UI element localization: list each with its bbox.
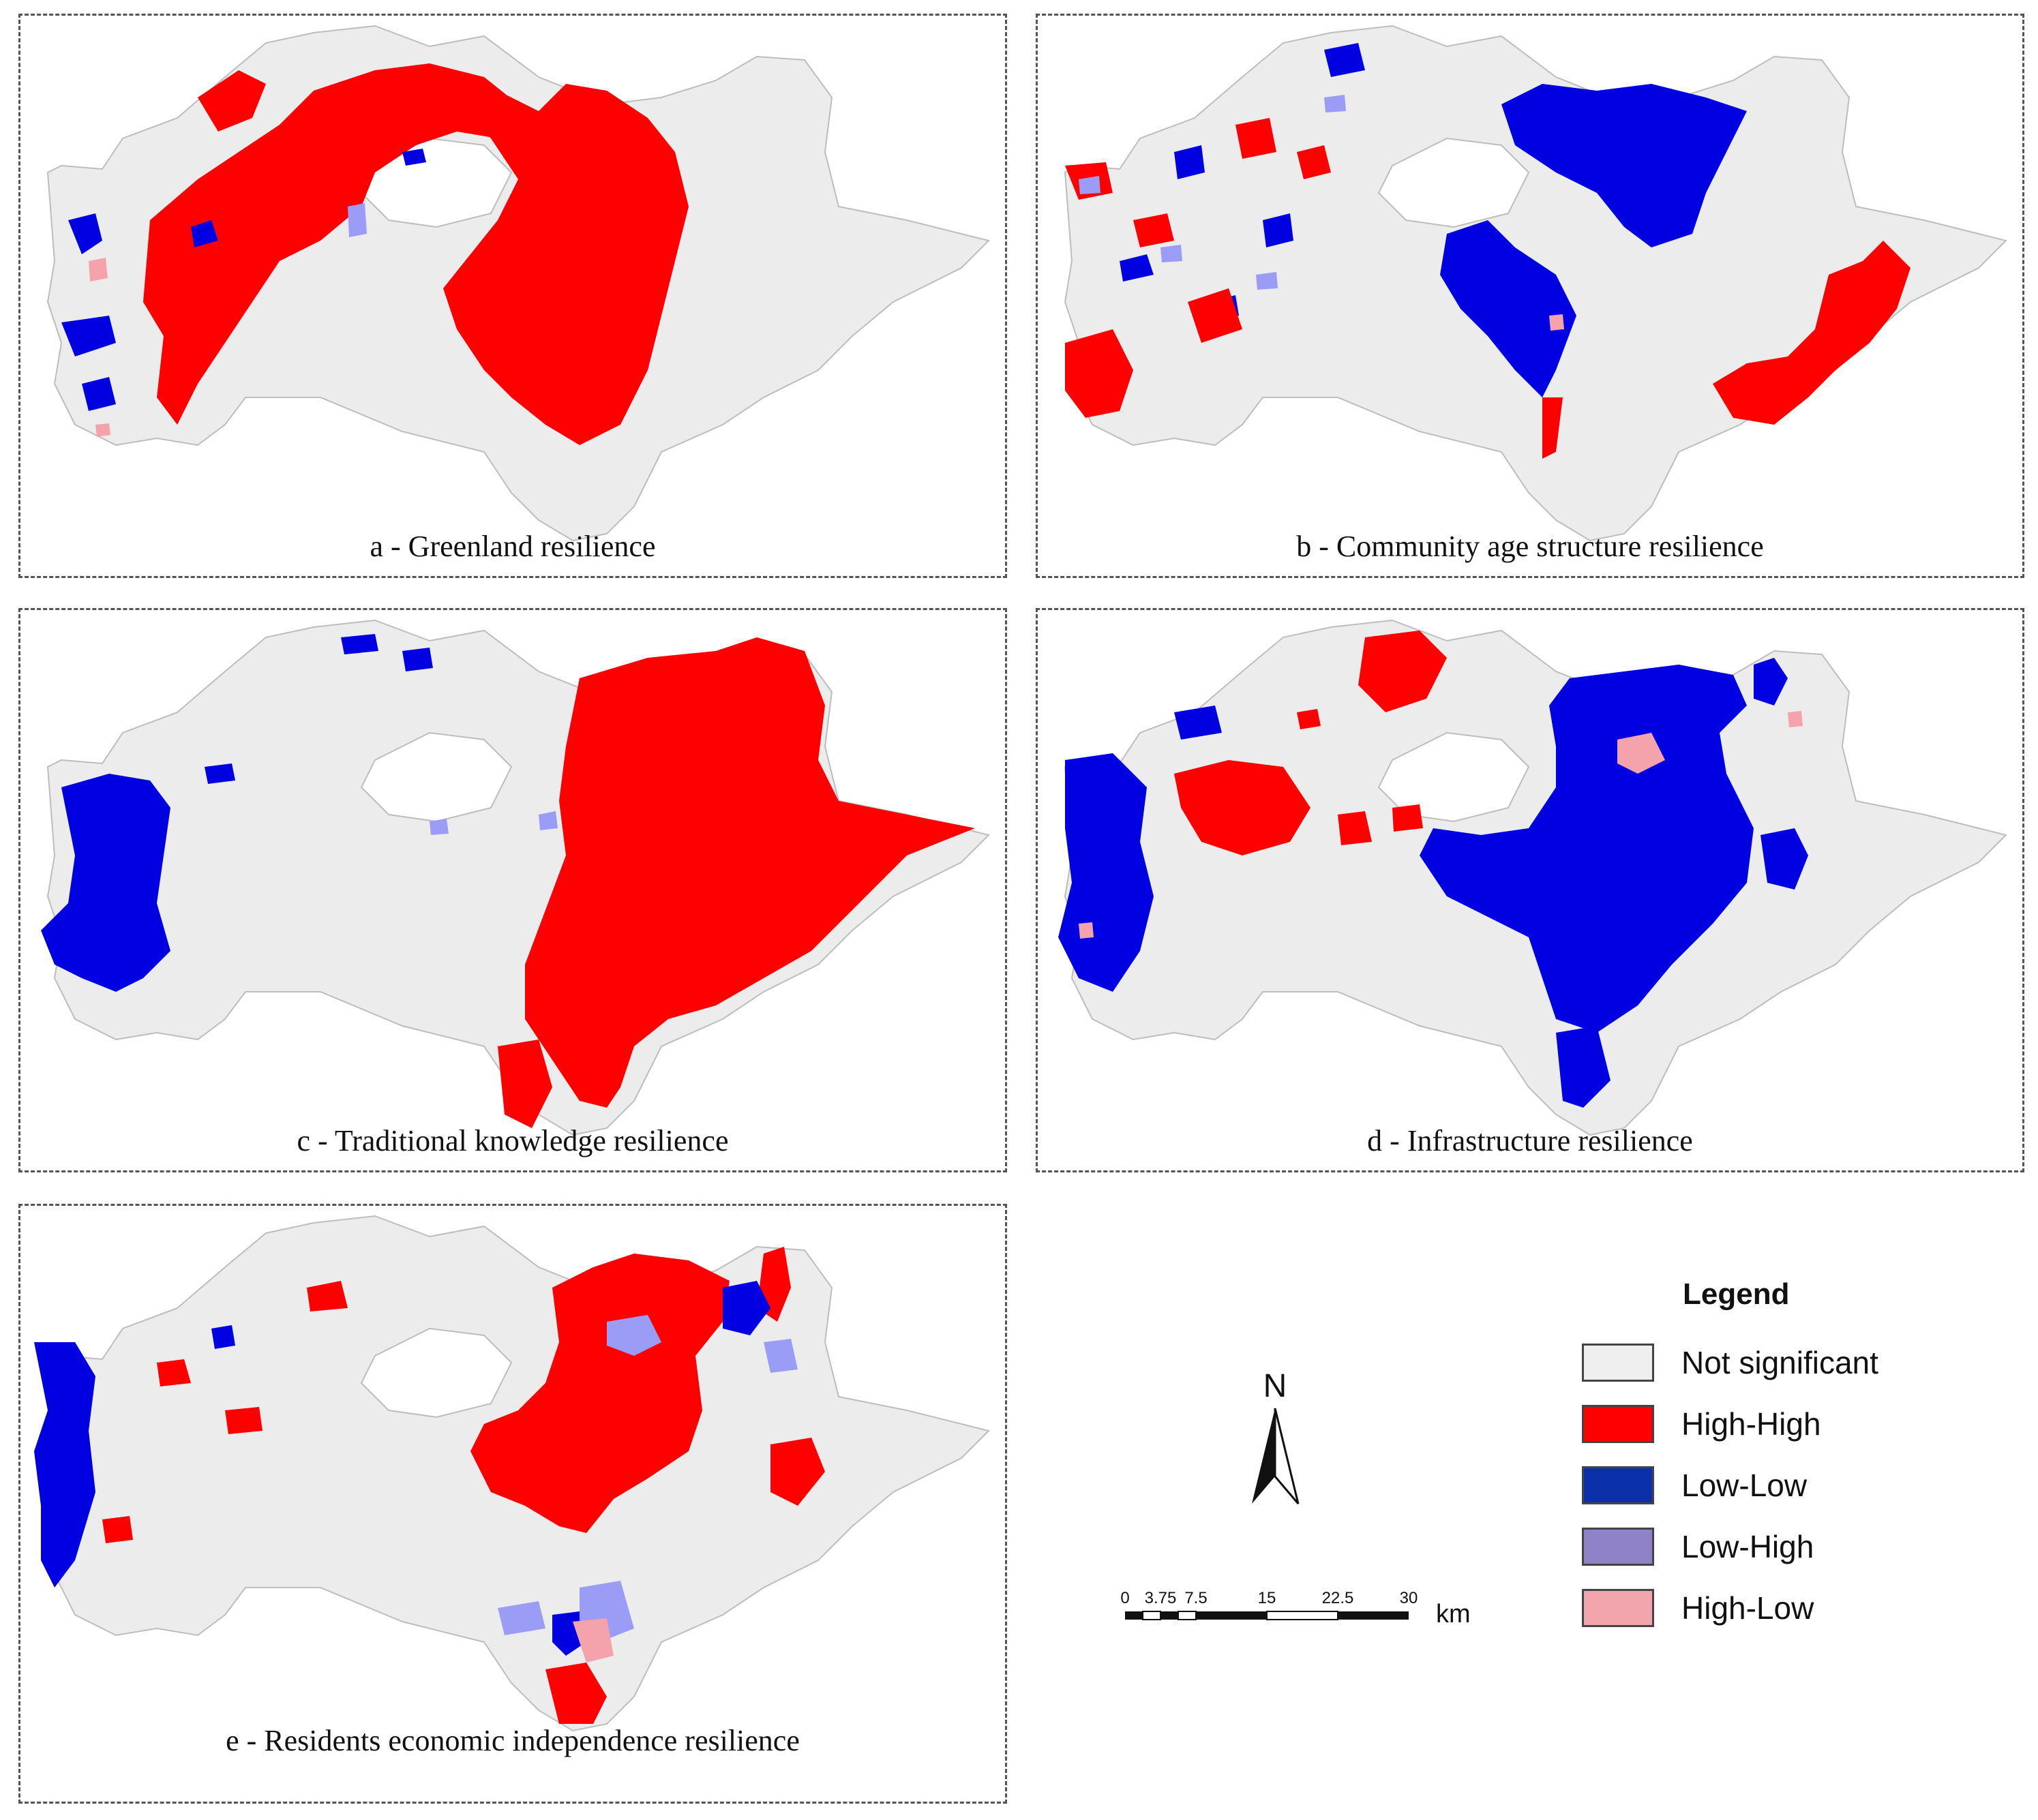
- panel-d-caption: d - Infrastructure resilience: [1367, 1124, 1693, 1157]
- map-c: [41, 619, 990, 1136]
- cluster-high-low: [89, 258, 110, 437]
- scale-unit: km: [1436, 1600, 1471, 1628]
- cluster-low-low: [41, 634, 433, 992]
- north-arrow-icon: [1252, 1408, 1300, 1504]
- north-label: N: [1263, 1368, 1287, 1404]
- panel-b-caption: b - Community age structure resilience: [1296, 530, 1764, 563]
- panel-e-economic-independence: e - Residents economic independence resi…: [18, 1204, 1007, 1804]
- panel-c-caption: c - Traditional knowledge resilience: [297, 1124, 729, 1157]
- cluster-high-low: [573, 1618, 614, 1663]
- cluster-high-low: [1079, 711, 1803, 939]
- legend-swatch: [1582, 1344, 1654, 1382]
- cluster-high-high: [498, 637, 975, 1128]
- cluster-high-high: [1065, 118, 1910, 459]
- scale-tick-5: 30: [1400, 1589, 1418, 1607]
- scale-tick-0: 0: [1120, 1589, 1129, 1607]
- legend-item-high-high: High-High: [1582, 1393, 1964, 1455]
- legend-item-not-significant: Not significant: [1582, 1332, 1964, 1393]
- cluster-high-low: [1549, 314, 1564, 331]
- scale-tick-4: 22.5: [1322, 1589, 1354, 1607]
- scale-tick-3: 15: [1258, 1589, 1276, 1607]
- panel-b-community-age: b - Community age structure resilience: [1036, 14, 2024, 578]
- map-d: [1058, 619, 2007, 1136]
- cluster-high-high: [1174, 631, 1447, 855]
- legend-swatch: [1582, 1466, 1654, 1504]
- scale-tick-1: 3.75: [1145, 1589, 1177, 1607]
- legend-label: High-High: [1681, 1406, 1821, 1442]
- map-a: [46, 25, 990, 542]
- legend-item-low-high: Low-High: [1582, 1516, 1964, 1577]
- cluster-low-high: [430, 811, 558, 835]
- legend-swatch: [1582, 1528, 1654, 1566]
- legend-item-high-low: High-Low: [1582, 1577, 1964, 1639]
- map-furniture: N 0 3.75 7.5 15 22.5 30 km Legend: [1050, 1204, 2018, 1804]
- legend-swatch: [1582, 1589, 1654, 1627]
- legend: Legend Not significant High-High Low-Low…: [1582, 1277, 1964, 1639]
- panel-a-caption: a - Greenland resilience: [370, 530, 656, 563]
- cluster-high-high: [102, 1247, 825, 1724]
- panel-a-greenland: a - Greenland resilience: [18, 14, 1007, 578]
- legend-title: Legend: [1683, 1277, 1790, 1311]
- scale-tick-2: 7.5: [1184, 1589, 1207, 1607]
- legend-label: Low-Low: [1681, 1468, 1808, 1503]
- north-arrow: N: [1234, 1367, 1316, 1517]
- cluster-low-high: [1079, 95, 1346, 290]
- legend-label: Low-High: [1681, 1529, 1814, 1564]
- legend-item-low-low: Low-Low: [1582, 1455, 1964, 1516]
- cluster-high-high: [143, 63, 689, 445]
- cluster-low-low: [34, 1281, 770, 1656]
- cluster-low-high: [348, 203, 367, 237]
- panel-c-traditional-knowledge: c - Traditional knowledge resilience: [18, 608, 1007, 1172]
- legend-label: Not significant: [1681, 1345, 1878, 1380]
- scale-bar: 0 3.75 7.5 15 22.5 30 km: [1105, 1572, 1514, 1654]
- panel-e-caption: e - Residents economic independence resi…: [226, 1724, 800, 1757]
- map-e: [34, 1215, 990, 1732]
- panel-d-infrastructure: d - Infrastructure resilience: [1036, 608, 2024, 1172]
- legend-swatch: [1582, 1405, 1654, 1443]
- legend-label: High-Low: [1681, 1590, 1814, 1626]
- cluster-low-low: [61, 149, 426, 411]
- scale-bar-graphic: 0 3.75 7.5 15 22.5 30 km: [1120, 1589, 1471, 1628]
- map-b: [1064, 25, 2007, 542]
